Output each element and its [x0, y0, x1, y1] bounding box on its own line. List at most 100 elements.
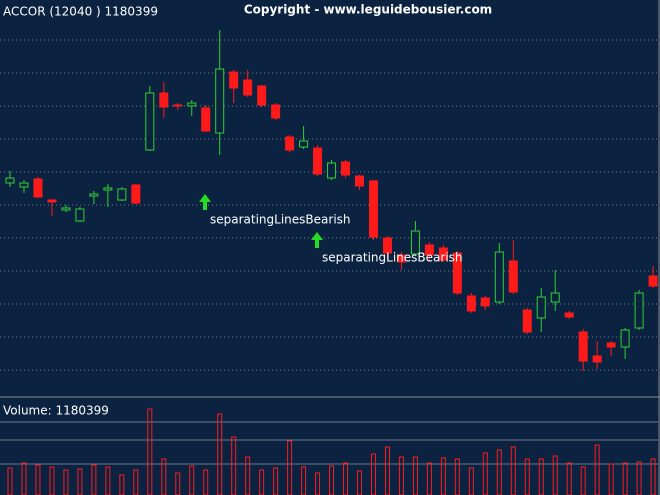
volume-bar	[496, 449, 502, 495]
candle-body	[592, 355, 602, 363]
volume-bar	[510, 446, 516, 495]
volume-bar	[161, 458, 167, 495]
candle-body	[229, 71, 239, 89]
volume-bar	[203, 469, 209, 495]
volume-bar	[650, 458, 656, 495]
volume-bar	[21, 462, 27, 495]
candle-body	[47, 199, 57, 203]
candle-body	[522, 309, 532, 333]
chart-title: ACCOR (12040 ) 1180399	[3, 5, 158, 19]
copyright: Copyright - www.leguidebousier.com	[244, 3, 492, 17]
volume-bar	[384, 446, 390, 495]
volume-bar	[357, 470, 362, 495]
volume-title: Volume: 1180399	[3, 404, 109, 418]
candle-body	[243, 79, 253, 96]
volume-bar	[636, 461, 642, 495]
candle-body	[285, 136, 295, 151]
volume-bar	[482, 452, 488, 495]
volume-bar	[622, 462, 628, 495]
candle-body	[606, 342, 616, 348]
candle-body	[187, 102, 197, 107]
annotation-arrow	[199, 194, 211, 210]
volume-bar	[552, 455, 558, 495]
volume-bar	[105, 466, 111, 495]
volume-bar	[608, 463, 614, 495]
annotation-label: separatingLinesBearish	[322, 251, 463, 265]
annotation-label: separatingLinesBearish	[210, 213, 351, 227]
volume-bar	[231, 436, 237, 495]
volume-bar	[580, 466, 586, 495]
volume-bar	[538, 458, 544, 495]
candle-body	[466, 295, 476, 312]
annotation-arrow	[311, 232, 323, 248]
candle-body	[355, 175, 364, 187]
volume-bar	[566, 462, 572, 495]
candle-body	[648, 275, 658, 287]
candle-body	[494, 251, 504, 303]
candle-body	[564, 312, 574, 318]
candle-body	[396, 254, 406, 263]
candle-body	[159, 92, 169, 108]
candle-body	[5, 177, 15, 184]
candle-body	[508, 260, 518, 293]
volume-bar	[315, 472, 321, 495]
volume-bar	[440, 457, 446, 495]
candle-body	[424, 244, 434, 256]
candle-body	[131, 184, 141, 204]
volume-bar	[147, 408, 153, 495]
volume-bar	[343, 462, 349, 495]
volume-bar	[63, 469, 69, 495]
candle-body	[327, 162, 337, 179]
volume-bar	[259, 469, 265, 495]
volume-bar	[49, 466, 55, 495]
candle-body	[634, 292, 644, 329]
volume-bar	[273, 467, 279, 495]
volume-bar	[426, 462, 432, 495]
candle-body	[117, 188, 127, 201]
candle-body	[103, 187, 113, 191]
candle-body	[536, 296, 546, 319]
candle-body	[382, 237, 392, 254]
candle-body	[550, 292, 560, 303]
volume-bar	[398, 456, 404, 495]
candle-body	[215, 68, 225, 134]
candle-body	[61, 207, 71, 211]
volume-bar	[189, 465, 195, 495]
candle-body	[299, 140, 309, 148]
candle-body	[257, 85, 267, 106]
volume-bar	[133, 469, 139, 495]
volume-bar	[91, 464, 97, 495]
candle-body	[33, 178, 43, 198]
volume-bar	[7, 467, 13, 495]
candle-body	[341, 161, 351, 176]
candle-body	[173, 104, 183, 107]
volume-bar	[35, 464, 41, 495]
candle-body	[452, 252, 462, 294]
volume-bar	[217, 413, 223, 495]
volume-bar	[175, 472, 181, 495]
candle-body	[145, 92, 155, 151]
volume-bar	[329, 465, 335, 495]
volume-bar	[370, 453, 376, 495]
volume-bar	[524, 458, 530, 495]
volume-bar	[301, 466, 307, 495]
candle-body	[201, 107, 211, 132]
volume-bar	[287, 440, 293, 495]
volume-bar	[245, 456, 251, 495]
candle-body	[410, 230, 420, 255]
candle-body	[620, 329, 630, 348]
candle-body	[578, 331, 588, 362]
volume-bar	[119, 474, 125, 495]
candle-body	[19, 182, 29, 188]
volume-bar	[454, 458, 460, 495]
candle-body	[271, 104, 281, 119]
candle-body	[438, 247, 448, 261]
candle-body	[313, 147, 323, 175]
volume-bar	[412, 456, 418, 495]
candle-body	[75, 208, 85, 222]
volume-bar	[77, 468, 83, 495]
candle-body	[89, 193, 99, 197]
plot-layer: separatingLinesBearish separatingLinesBea…	[0, 30, 658, 495]
